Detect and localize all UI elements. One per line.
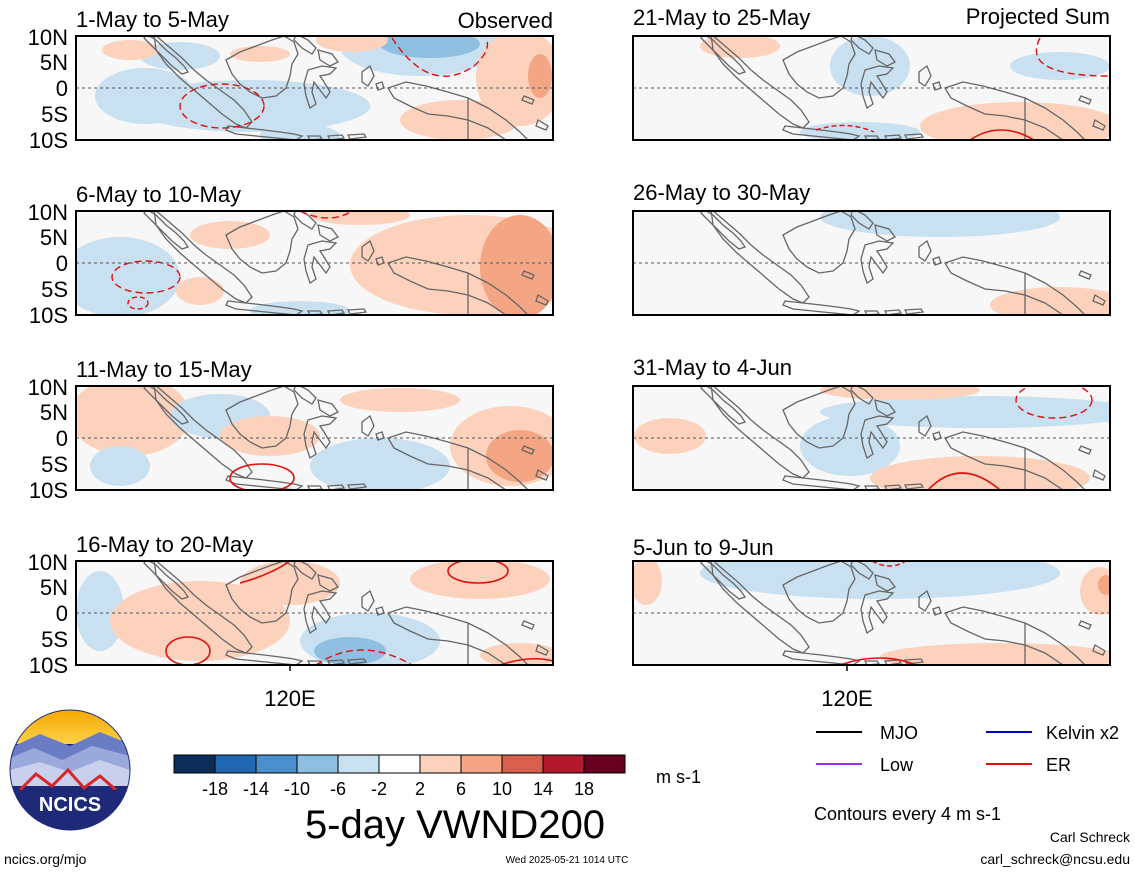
colorbar-swatch (419, 754, 462, 774)
author-name: Carl Schreck (1050, 829, 1131, 845)
panel-observed-3: 11-May to 15-May 10N 5N 0 5S 10S (28, 357, 554, 503)
colorbar-swatch (214, 754, 257, 774)
logo-text: NCICS (39, 794, 101, 816)
colorbar-label: 10 (492, 779, 512, 799)
lat-tick-labels: 10N 5N 0 5S 10S (28, 375, 68, 503)
lat-tick-10n: 10N (28, 550, 68, 575)
colorbar-swatch (173, 754, 216, 774)
lat-tick-5n: 5N (40, 575, 68, 600)
panel-title: 6-May to 10-May (76, 182, 241, 207)
panel-observed-2: 6-May to 10-May 10N 5N 0 5S 10S (28, 182, 554, 328)
lat-tick-0: 0 (56, 76, 68, 101)
lat-tick-labels: 10N 5N 0 5S 10S (28, 25, 68, 153)
colorbar: -18 -14 -10 -6 -2 2 6 10 14 18 (173, 754, 626, 799)
panel-projected-1: 21-May to 25-May (632, 5, 1111, 141)
lat-tick-5n: 5N (40, 50, 68, 75)
colorbar-label: -2 (371, 779, 387, 799)
colorbar-swatch (296, 754, 339, 774)
lat-tick-10n: 10N (28, 25, 68, 50)
colorbar-swatch (378, 754, 421, 774)
lat-tick-5s: 5S (41, 102, 68, 127)
lat-tick-10s: 10S (29, 128, 68, 153)
legend-label-mjo: MJO (880, 723, 918, 743)
panel-title: 1-May to 5-May (76, 7, 229, 32)
colorbar-label: -18 (202, 779, 228, 799)
colorbar-label: -14 (243, 779, 269, 799)
panel-title: 16-May to 20-May (76, 532, 253, 557)
panel-title: 21-May to 25-May (633, 5, 810, 30)
lat-tick-labels: 10N 5N 0 5S 10S (28, 550, 68, 678)
lat-tick-0: 0 (56, 601, 68, 626)
lat-tick-labels: 10N 5N 0 5S 10S (28, 200, 68, 328)
colorbar-swatch (583, 754, 626, 774)
colorbar-unit: m s-1 (656, 767, 701, 787)
colorbar-swatch (337, 754, 380, 774)
projected-label: Projected Sum (966, 4, 1110, 29)
colorbar-label: 14 (533, 779, 553, 799)
lat-tick-0: 0 (56, 426, 68, 451)
main-title: 5-day VWND200 (305, 803, 605, 847)
colorbar-label: -6 (330, 779, 346, 799)
legend: MJO Kelvin x2 Low ER Contours every 4 m … (814, 723, 1119, 824)
author-email: carl_schreck@ncsu.edu (980, 851, 1130, 867)
colorbar-swatch (460, 754, 503, 774)
ncics-logo: NCICS (9, 709, 131, 831)
legend-label-kelvin: Kelvin x2 (1046, 723, 1119, 743)
panel-title: 26-May to 30-May (633, 180, 810, 205)
colorbar-label: -10 (284, 779, 310, 799)
legend-label-low: Low (880, 755, 914, 775)
lat-tick-5n: 5N (40, 400, 68, 425)
panel-projected-2: 26-May to 30-May (632, 180, 1111, 316)
colorbar-swatch (255, 754, 298, 774)
panel-observed-4: 16-May to 20-May 10N 5N 0 5S 10S (28, 532, 554, 678)
lat-tick-0: 0 (56, 251, 68, 276)
lat-tick-5s: 5S (41, 627, 68, 652)
panel-title: 31-May to 4-Jun (633, 355, 792, 380)
colorbar-swatch (542, 754, 585, 774)
colorbar-swatch (501, 754, 544, 774)
panel-title: 11-May to 15-May (76, 357, 252, 382)
observed-label: Observed (458, 8, 553, 33)
lat-tick-5s: 5S (41, 452, 68, 477)
colorbar-label: 18 (574, 779, 594, 799)
timestamp: Wed 2025-05-21 1014 UTC (506, 855, 629, 866)
lon-tick-right: 120E (821, 686, 872, 711)
colorbar-label: 2 (415, 779, 425, 799)
lat-tick-10s: 10S (29, 303, 68, 328)
lat-tick-10n: 10N (28, 375, 68, 400)
panel-title: 5-Jun to 9-Jun (633, 535, 774, 560)
lat-tick-10n: 10N (28, 200, 68, 225)
panel-projected-4: 5-Jun to 9-Jun (632, 535, 1111, 671)
panel-projected-3: 31-May to 4-Jun (632, 355, 1111, 491)
site-link[interactable]: ncics.org/mjo (4, 851, 87, 867)
lat-tick-5s: 5S (41, 277, 68, 302)
lon-tick-left: 120E (264, 686, 315, 711)
lat-tick-5n: 5N (40, 225, 68, 250)
panel-observed-1: 1-May to 5-May 10N 5N 0 5S 10S (28, 7, 554, 153)
lat-tick-10s: 10S (29, 653, 68, 678)
colorbar-label: 6 (456, 779, 466, 799)
lat-tick-10s: 10S (29, 478, 68, 503)
legend-label-er: ER (1046, 755, 1071, 775)
contour-note: Contours every 4 m s-1 (814, 804, 1001, 824)
